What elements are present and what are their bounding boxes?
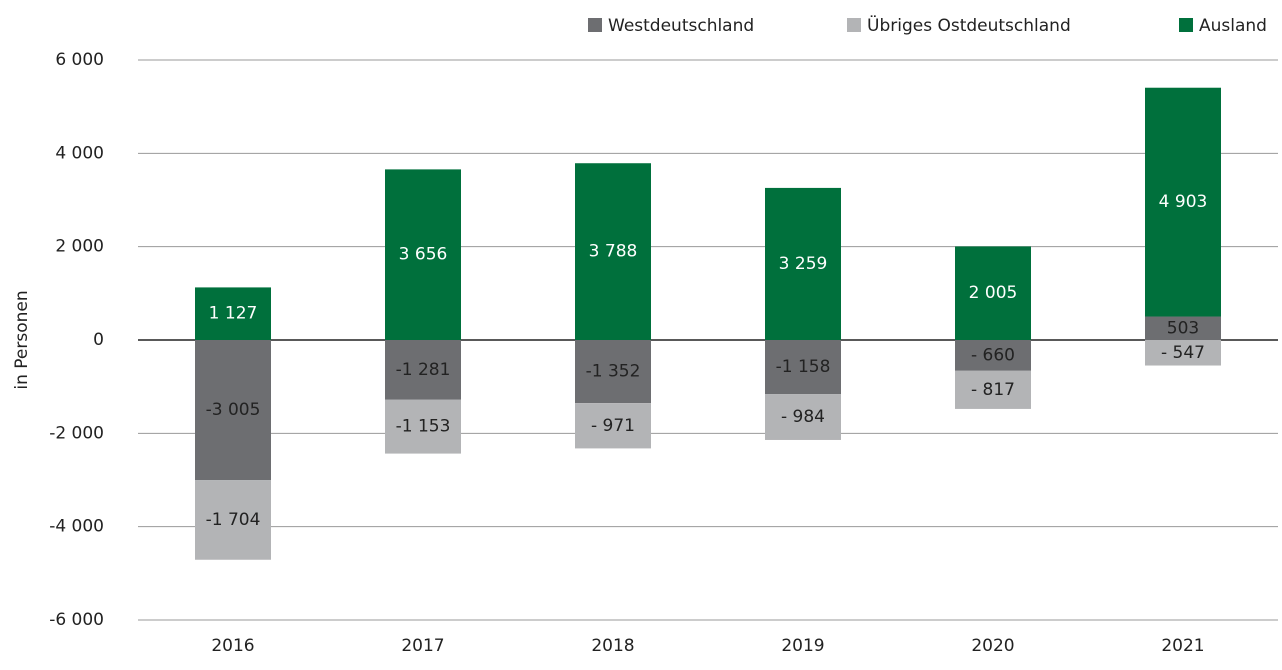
legend-swatch — [1179, 18, 1193, 32]
y-tick-label: 0 — [93, 330, 104, 350]
bar — [765, 394, 841, 440]
bar — [955, 246, 1031, 340]
data-label: 2 005 — [969, 283, 1018, 303]
data-label: -1 158 — [776, 357, 831, 377]
x-tick-label: 2017 — [401, 636, 444, 656]
data-label: -1 153 — [396, 417, 451, 437]
data-label: 3 656 — [399, 245, 448, 265]
bar — [1145, 87, 1221, 317]
y-tick-label: 2 000 — [55, 237, 104, 257]
x-tick-label: 2018 — [591, 636, 634, 656]
data-label: - 971 — [591, 416, 635, 436]
legend-swatch — [847, 18, 861, 32]
bar — [575, 163, 651, 340]
legend-label: Übriges Ostdeutschland — [867, 14, 1071, 36]
data-label: 4 903 — [1159, 192, 1208, 212]
data-label: -1 352 — [586, 362, 641, 382]
bar — [385, 399, 461, 454]
y-tick-label: -6 000 — [49, 610, 104, 630]
data-label: -1 704 — [206, 510, 261, 530]
bar — [195, 287, 271, 340]
data-label: - 817 — [971, 380, 1015, 400]
bar — [575, 403, 651, 449]
data-label: 3 788 — [589, 242, 638, 262]
legend-label: Westdeutschland — [608, 16, 754, 36]
data-label: 1 127 — [209, 304, 258, 324]
x-tick-label: 2020 — [971, 636, 1014, 656]
data-label: -1 281 — [396, 360, 451, 380]
y-tick-label: 4 000 — [55, 143, 104, 163]
legend-swatch — [588, 18, 602, 32]
x-tick-label: 2021 — [1161, 636, 1204, 656]
bar — [195, 480, 271, 560]
y-tick-label: -4 000 — [49, 517, 104, 537]
legend-label: Ausland — [1199, 16, 1267, 36]
bar — [955, 340, 1031, 371]
x-tick-label: 2016 — [211, 636, 254, 656]
y-axis-label: in Personen — [12, 290, 32, 389]
x-tick-label: 2019 — [781, 636, 824, 656]
bar — [575, 340, 651, 404]
bar — [195, 340, 271, 481]
bar — [385, 340, 461, 400]
bar — [955, 370, 1031, 409]
data-label: 503 — [1167, 318, 1199, 338]
data-label: - 547 — [1161, 343, 1205, 363]
data-label: - 660 — [971, 345, 1015, 365]
data-label: -3 005 — [206, 400, 261, 420]
bar — [765, 340, 841, 395]
bar — [765, 187, 841, 340]
data-label: 3 259 — [779, 254, 828, 274]
y-tick-label: -2 000 — [49, 423, 104, 443]
data-label: - 984 — [781, 407, 825, 427]
bar — [385, 169, 461, 340]
y-tick-label: 6 000 — [55, 50, 104, 70]
bar — [1145, 340, 1221, 366]
bar — [1145, 316, 1221, 340]
